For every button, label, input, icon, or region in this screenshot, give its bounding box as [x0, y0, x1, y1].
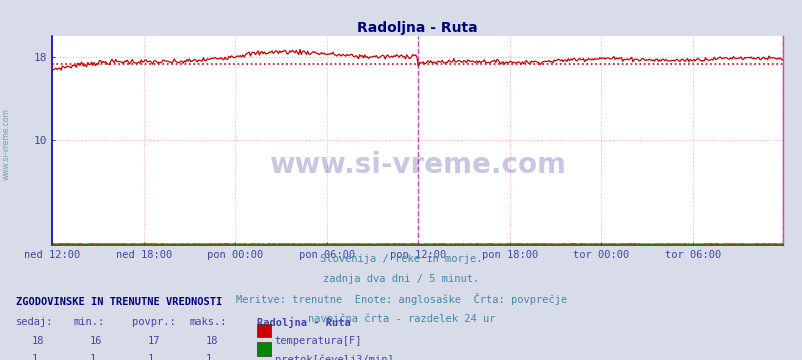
- Title: Radoljna - Ruta: Radoljna - Ruta: [357, 21, 477, 35]
- Text: 18: 18: [205, 336, 218, 346]
- Text: sedaj:: sedaj:: [16, 317, 54, 327]
- Text: 16: 16: [90, 336, 103, 346]
- Text: 1: 1: [148, 354, 154, 360]
- Text: 1: 1: [32, 354, 38, 360]
- Text: zadnja dva dni / 5 minut.: zadnja dva dni / 5 minut.: [323, 274, 479, 284]
- Text: 1: 1: [90, 354, 96, 360]
- Text: 17: 17: [148, 336, 160, 346]
- Text: 1: 1: [205, 354, 212, 360]
- Text: Radoljna - Ruta: Radoljna - Ruta: [257, 317, 350, 328]
- Text: pretok[čevelj3/min]: pretok[čevelj3/min]: [274, 354, 393, 360]
- Text: povpr.:: povpr.:: [132, 317, 175, 327]
- Text: Meritve: trenutne  Enote: anglosaške  Črta: povprečje: Meritve: trenutne Enote: anglosaške Črta…: [236, 293, 566, 305]
- Text: Slovenija / reke in morje.: Slovenija / reke in morje.: [320, 254, 482, 264]
- Text: www.si-vreme.com: www.si-vreme.com: [269, 152, 565, 179]
- Text: navpična črta - razdelek 24 ur: navpična črta - razdelek 24 ur: [307, 313, 495, 324]
- Text: min.:: min.:: [74, 317, 105, 327]
- Text: temperatura[F]: temperatura[F]: [274, 336, 362, 346]
- Text: maks.:: maks.:: [189, 317, 227, 327]
- Text: ZGODOVINSKE IN TRENUTNE VREDNOSTI: ZGODOVINSKE IN TRENUTNE VREDNOSTI: [16, 297, 222, 307]
- Text: 18: 18: [32, 336, 45, 346]
- Text: www.si-vreme.com: www.si-vreme.com: [2, 108, 11, 180]
